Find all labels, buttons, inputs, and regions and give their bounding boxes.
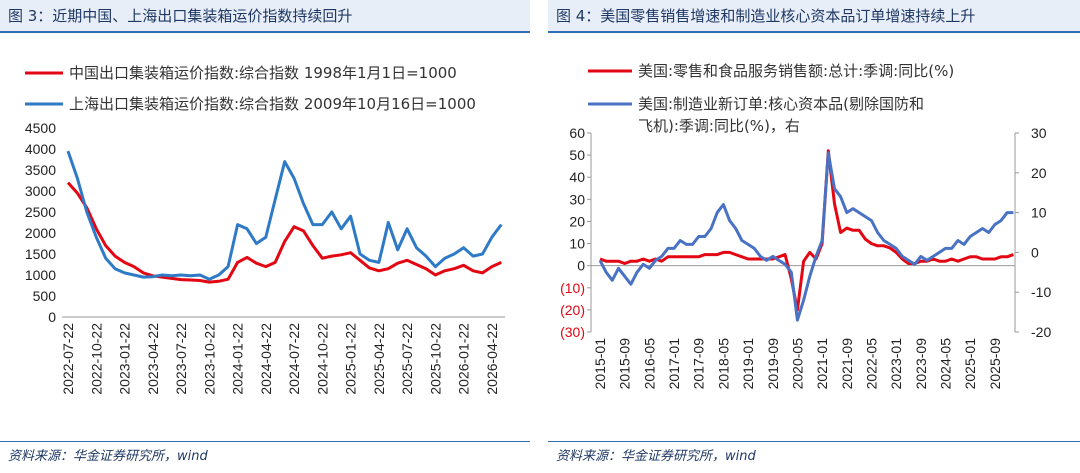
x-tick-label: 2023-01-22: [117, 323, 133, 395]
x-tick-label: 2024-10-22: [314, 323, 330, 395]
x-tick-label: 2024-01-22: [230, 323, 246, 395]
x-tick-label: 2020-05: [789, 338, 805, 390]
x-tick-label: 2022-07-22: [60, 323, 76, 395]
y2-tick-label: -10: [1031, 284, 1051, 300]
y-tick-label: 30: [569, 191, 585, 207]
x-tick-label: 2023-10-22: [201, 323, 217, 395]
x-tick-label: 2026-01-22: [456, 323, 472, 395]
legend-label: 美国:制造业新订单:核心资本品(剔除国防和飞机):季调:同比(%)，右: [638, 95, 924, 135]
y-tick-label: 4500: [25, 120, 56, 136]
x-tick-label: 2019-01: [740, 338, 756, 390]
y-tick-label: 0: [48, 309, 56, 325]
x-tick-label: 2026-04-22: [484, 323, 500, 395]
y2-tick-label: 20: [1031, 165, 1047, 181]
x-tick-label: 2025-01-22: [343, 323, 359, 395]
x-tick-label: 2018-05: [715, 338, 731, 390]
legend-label: 美国:零售和食品服务销售额:总计:季调:同比(%): [638, 62, 955, 80]
y-tick-label: 60: [569, 125, 585, 141]
series-line: [599, 149, 1014, 312]
x-tick-label: 2017-09: [691, 338, 707, 390]
x-tick-label: 2022-05: [863, 338, 879, 390]
x-tick-label: 2024-07-22: [286, 323, 302, 395]
y-tick-label: 2500: [25, 204, 56, 220]
y-tick-label: (10): [560, 280, 585, 296]
x-tick-label: 2025-09: [987, 338, 1003, 390]
x-tick-label: 2021-09: [839, 338, 855, 390]
y2-tick-label: 10: [1031, 205, 1047, 221]
source-note: 资料来源：华金证券研究所，wind: [0, 441, 530, 469]
x-tick-label: 2021-01: [814, 338, 830, 390]
y-tick-label: 40: [569, 169, 585, 185]
y-tick-label: 1000: [25, 267, 56, 283]
y-tick-label: 3500: [25, 162, 56, 178]
y-tick-label: (20): [560, 302, 585, 318]
x-tick-label: 2023-04-22: [145, 323, 161, 395]
x-tick-label: 2025-01: [962, 338, 978, 390]
x-tick-label: 2025-10-22: [427, 323, 443, 395]
x-tick-label: 2023-07-22: [173, 323, 189, 395]
x-tick-label: 2015-09: [617, 338, 633, 390]
legend-label: 中国出口集装箱运价指数:综合指数 1998年1月1日=1000: [69, 64, 457, 82]
y-tick-label: 4000: [25, 141, 56, 157]
figure-header: 图 3：近期中国、上海出口集装箱运价指数持续回升: [0, 0, 530, 33]
x-tick-label: 2025-07-22: [399, 323, 415, 395]
series-line: [66, 181, 502, 284]
x-tick-label: 2016-05: [641, 338, 657, 390]
series-line: [598, 151, 1014, 322]
figure-header: 图 4：美国零售销售增速和制造业核心资本品订单增速持续上升: [548, 0, 1080, 33]
y-tick-label: 500: [33, 288, 57, 304]
x-tick-label: 2025-04-22: [371, 323, 387, 395]
y-tick-label: 0: [577, 258, 585, 274]
y-tick-label: 20: [569, 213, 585, 229]
x-tick-label: 2024-05: [938, 338, 954, 390]
y-tick-label: 2000: [25, 225, 56, 241]
x-tick-label: 2023-09: [913, 338, 929, 390]
x-tick-label: 2023-01: [888, 338, 904, 390]
y-tick-label: (30): [560, 324, 585, 340]
x-tick-label: 2022-10-22: [88, 323, 104, 395]
legend-label: 上海出口集装箱运价指数:综合指数 2009年10月16日=1000: [69, 95, 476, 113]
y2-tick-label: 0: [1031, 244, 1039, 260]
x-tick-label: 2017-01: [666, 338, 682, 390]
x-tick-label: 2024-04-22: [258, 323, 274, 395]
y2-tick-label: 30: [1031, 125, 1047, 141]
y-tick-label: 1500: [25, 246, 56, 262]
x-tick-label: 2015-01: [592, 338, 608, 390]
y2-tick-label: -20: [1031, 324, 1051, 340]
y-tick-label: 50: [569, 147, 585, 163]
x-tick-label: 2019-09: [765, 338, 781, 390]
series-line: [66, 150, 503, 281]
y-tick-label: 3000: [25, 183, 56, 199]
source-note: 资料来源：华金证券研究所，wind: [548, 441, 1080, 469]
y-tick-label: 10: [569, 236, 585, 252]
